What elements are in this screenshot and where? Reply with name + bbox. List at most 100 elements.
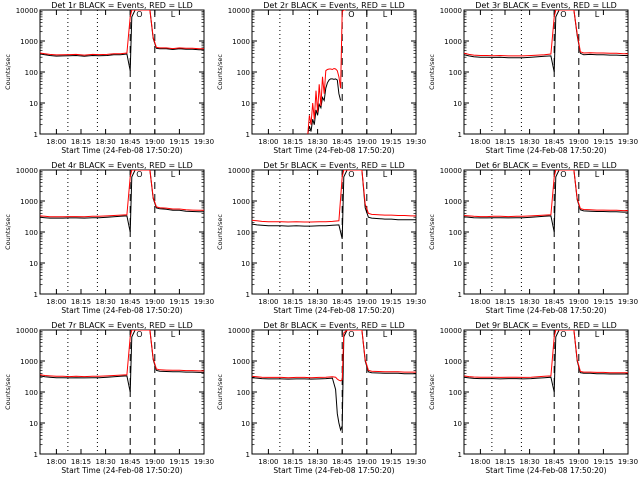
x-tick-label: 18:30 xyxy=(520,458,540,466)
x-tick-label: 19:30 xyxy=(618,458,638,466)
x-tick-label: 18:45 xyxy=(332,458,352,466)
y-tick-label: 1 xyxy=(458,131,462,139)
plot-frame xyxy=(251,9,417,135)
plot-frame xyxy=(251,329,417,455)
x-tick-label: 18:45 xyxy=(120,458,140,466)
x-tick-label: 18:15 xyxy=(495,138,515,146)
x-axis-label: Start Time (24-Feb-08 17:50:20) xyxy=(61,146,182,155)
x-tick-label: 18:45 xyxy=(544,138,564,146)
detector-panel-9: Det 9r BLACK = Events, RED = LLD 1 10 100 10… xyxy=(428,321,638,475)
y-tick-label: 10000 xyxy=(228,7,250,15)
marker-o-label: O xyxy=(348,330,354,339)
x-tick-label: 18:30 xyxy=(308,298,328,306)
y-tick-label: 10 xyxy=(29,420,38,428)
y-tick-label: 1 xyxy=(34,451,38,459)
x-tick-label: 18:00 xyxy=(258,458,278,466)
plot-frame xyxy=(463,329,629,455)
x-tick-label: 19:15 xyxy=(169,298,189,306)
y-tick-label: 1 xyxy=(246,131,250,139)
y-tick-label: 10 xyxy=(241,100,250,108)
y-tick-label: 1 xyxy=(246,291,250,299)
events-series-line xyxy=(252,170,416,240)
panel-title: Det 8r BLACK = Events, RED = LLD xyxy=(263,321,405,330)
x-tick-label: 18:30 xyxy=(520,138,540,146)
y-tick-label: 1000 xyxy=(20,38,38,46)
x-tick-label: 18:45 xyxy=(544,298,564,306)
detector-panel-5: Det 5r BLACK = Events, RED = LLD 1 10 100 10… xyxy=(216,161,426,315)
x-tick-label: 18:00 xyxy=(46,458,66,466)
marker-o-label: O xyxy=(348,170,354,179)
detector-panel-3: Det 3r BLACK = Events, RED = LLD 1 10 100 10… xyxy=(428,1,638,155)
x-tick-label: 19:30 xyxy=(194,458,214,466)
marker-l-label: L xyxy=(383,330,388,339)
x-tick-label: 18:15 xyxy=(495,298,515,306)
panel-title: Det 3r BLACK = Events, RED = LLD xyxy=(475,1,617,10)
events-series-line xyxy=(464,330,628,393)
lld-series-line xyxy=(464,170,628,218)
x-tick-label: 18:00 xyxy=(258,138,278,146)
y-tick-label: 100 xyxy=(25,229,38,237)
panel-title: Det 4r BLACK = Events, RED = LLD xyxy=(51,161,193,170)
y-tick-label: 10 xyxy=(453,260,462,268)
x-tick-label: 18:15 xyxy=(71,298,91,306)
x-tick-label: 18:00 xyxy=(46,138,66,146)
x-axis-label: Start Time (24-Feb-08 17:50:20) xyxy=(485,146,606,155)
x-tick-label: 18:00 xyxy=(470,298,490,306)
marker-o-label: O xyxy=(560,10,566,19)
y-tick-label: 100 xyxy=(25,69,38,77)
lld-series-line xyxy=(40,10,204,56)
x-tick-label: 18:30 xyxy=(96,138,116,146)
x-tick-label: 19:00 xyxy=(569,458,589,466)
x-tick-label: 18:00 xyxy=(46,298,66,306)
lld-series-line xyxy=(40,330,204,378)
lld-series-line xyxy=(40,170,204,218)
x-tick-label: 19:00 xyxy=(569,298,589,306)
x-tick-label: 19:15 xyxy=(593,458,613,466)
y-tick-label: 1000 xyxy=(20,198,38,206)
lld-series-line xyxy=(464,10,628,57)
x-axis-label: Start Time (24-Feb-08 17:50:20) xyxy=(61,306,182,315)
x-tick-label: 19:00 xyxy=(145,298,165,306)
y-tick-label: 1000 xyxy=(20,358,38,366)
plot-frame xyxy=(251,169,417,295)
plot-frame xyxy=(39,9,205,135)
plot-frame xyxy=(39,169,205,295)
y-tick-label: 1 xyxy=(458,291,462,299)
x-tick-label: 19:30 xyxy=(194,298,214,306)
x-tick-label: 18:15 xyxy=(495,458,515,466)
x-axis-label: Start Time (24-Feb-08 17:50:20) xyxy=(273,466,394,475)
y-tick-label: 10 xyxy=(453,420,462,428)
marker-l-label: L xyxy=(171,10,176,19)
y-tick-label: 1000 xyxy=(444,358,462,366)
x-tick-label: 18:45 xyxy=(120,298,140,306)
lld-series-line xyxy=(252,330,416,382)
marker-o-label: O xyxy=(560,170,566,179)
x-tick-label: 19:30 xyxy=(618,138,638,146)
y-tick-label: 10000 xyxy=(16,167,38,175)
x-tick-label: 19:15 xyxy=(381,138,401,146)
x-tick-label: 19:00 xyxy=(357,458,377,466)
lld-series-line xyxy=(252,170,416,223)
x-tick-label: 18:00 xyxy=(470,138,490,146)
events-series-line xyxy=(252,330,416,432)
y-tick-label: 1000 xyxy=(444,198,462,206)
y-axis-label: Counts/sec xyxy=(216,54,224,90)
y-tick-label: 10000 xyxy=(16,327,38,335)
panel-title: Det 9r BLACK = Events, RED = LLD xyxy=(475,321,617,330)
y-tick-label: 100 xyxy=(237,389,250,397)
x-tick-label: 19:15 xyxy=(169,458,189,466)
marker-l-label: L xyxy=(595,330,600,339)
marker-l-label: L xyxy=(595,10,600,19)
y-tick-label: 1000 xyxy=(232,358,250,366)
y-tick-label: 10 xyxy=(29,260,38,268)
detector-panel-8: Det 8r BLACK = Events, RED = LLD 1 10 100 10… xyxy=(216,321,426,475)
y-tick-label: 10000 xyxy=(440,7,462,15)
y-axis-label: Counts/sec xyxy=(428,214,436,250)
y-tick-label: 1000 xyxy=(232,198,250,206)
x-axis-label: Start Time (24-Feb-08 17:50:20) xyxy=(485,306,606,315)
lld-series-line xyxy=(464,330,628,378)
y-tick-label: 100 xyxy=(25,389,38,397)
y-tick-label: 10000 xyxy=(228,327,250,335)
events-series-line xyxy=(464,10,628,73)
x-tick-label: 18:15 xyxy=(71,138,91,146)
